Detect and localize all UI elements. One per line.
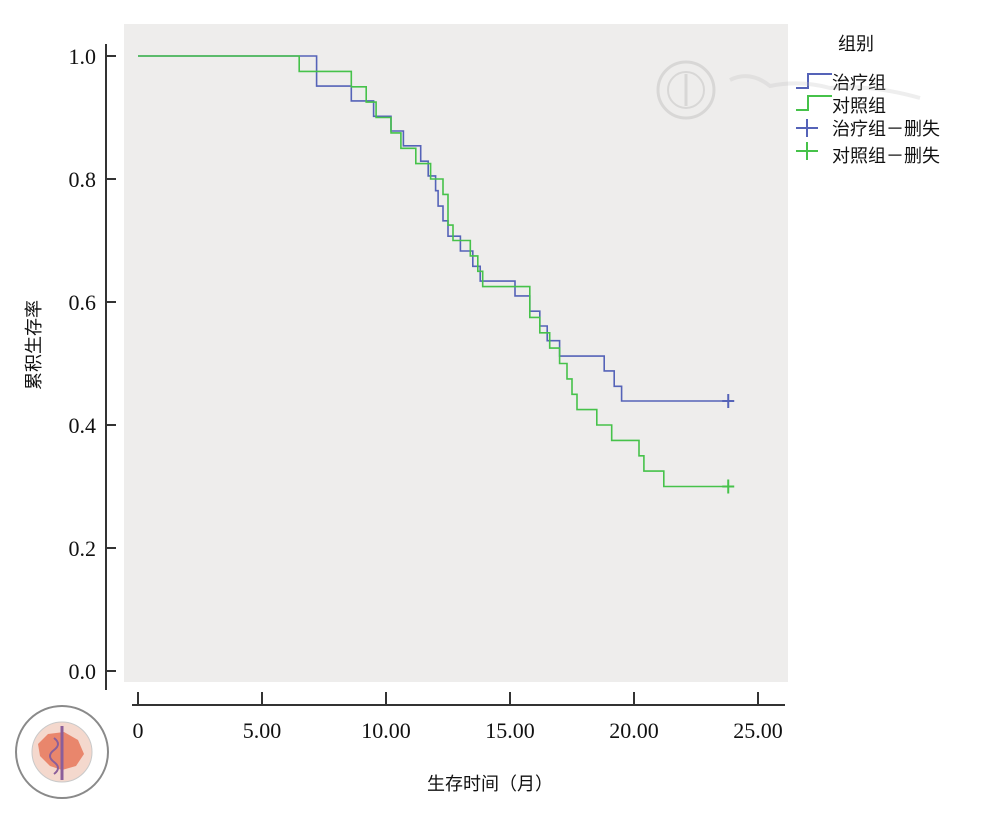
legend-swatch-control — [796, 95, 832, 111]
x-axis-ticks: 0 5.00 10.00 15.00 20.00 25.00 — [133, 692, 783, 743]
y-axis-ticks: 0.0 0.2 0.4 0.6 0.8 1.0 — [69, 44, 116, 684]
y-tick-label: 1.0 — [69, 44, 97, 69]
x-tick-label: 20.00 — [609, 718, 659, 743]
y-tick-label: 0.6 — [69, 290, 97, 315]
legend-label-control: 对照组 — [832, 96, 886, 117]
association-logo — [15, 705, 109, 799]
y-tick-label: 0.0 — [69, 659, 97, 684]
x-tick-label: 25.00 — [733, 718, 783, 743]
censor-marker-0 — [722, 394, 735, 409]
legend: 组别 治疗组 对照组 治疗组－删失 对照组－删失 — [796, 34, 940, 167]
legend-censor-marker-treatment — [796, 119, 818, 137]
legend-title: 组别 — [838, 34, 874, 55]
x-tick-label: 10.00 — [361, 718, 411, 743]
y-tick-label: 0.8 — [69, 167, 97, 192]
plot-background — [124, 24, 788, 682]
watermark-seal — [656, 60, 921, 120]
y-tick-label: 0.4 — [69, 413, 97, 438]
x-tick-label: 0 — [133, 718, 144, 743]
series-layer — [138, 55, 735, 494]
legend-label-treatment: 治疗组 — [832, 73, 886, 94]
series-line-1 — [138, 55, 734, 488]
censor-marker-1 — [722, 479, 735, 494]
legend-label-treatment-censored: 治疗组－删失 — [832, 119, 940, 140]
x-tick-label: 15.00 — [485, 718, 535, 743]
x-tick-label: 5.00 — [243, 718, 282, 743]
legend-label-control-censored: 对照组－删失 — [832, 146, 940, 167]
legend-censor-marker-control — [796, 142, 818, 160]
x-axis-title: 生存时间（月） — [427, 774, 553, 795]
y-axis-title: 累积生存率 — [24, 300, 45, 390]
y-tick-label: 0.2 — [69, 536, 97, 561]
legend-swatch-treatment — [796, 73, 832, 89]
